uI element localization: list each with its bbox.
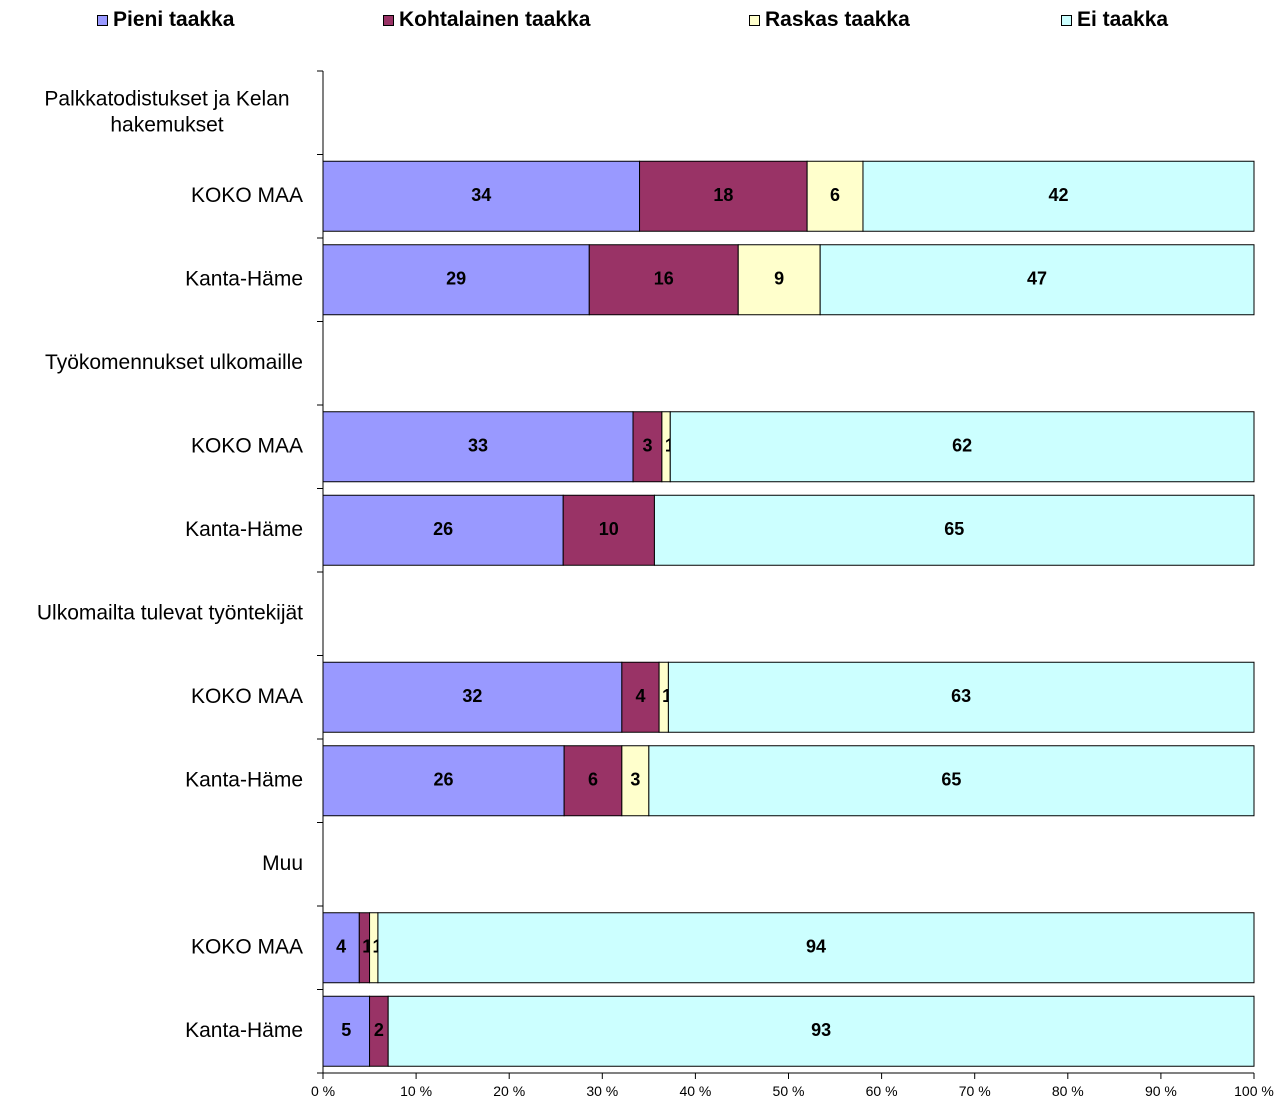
data-label: 29 (446, 269, 466, 289)
x-tick-label: 20 % (493, 1083, 525, 1099)
x-tick-label: 50 % (773, 1083, 805, 1099)
data-label: 4 (635, 686, 645, 706)
legend-item-pieni: Pieni taakka (97, 8, 234, 32)
data-label: 32 (462, 686, 482, 706)
bar-segment (862, 160, 1255, 232)
category-label: Kanta-Häme (185, 1019, 303, 1042)
data-label: 62 (952, 436, 972, 456)
bar-segment (322, 494, 564, 566)
category-label: KOKO MAA (191, 685, 303, 708)
legend-label-raskas: Raskas taakka (765, 8, 910, 31)
x-tick-label: 90 % (1145, 1083, 1177, 1099)
legend-item-raskas: Raskas taakka (749, 8, 910, 32)
data-label: 26 (433, 519, 453, 539)
bar-segment (322, 661, 623, 733)
data-label: 16 (654, 269, 674, 289)
data-label: 34 (471, 185, 491, 205)
x-tick-label: 60 % (866, 1083, 898, 1099)
bar-segment (563, 745, 623, 817)
category-label: KOKO MAA (191, 935, 303, 958)
x-tick-label: 100 % (1234, 1083, 1274, 1099)
legend-swatch-pieni (97, 14, 108, 26)
bar-segment (621, 745, 650, 817)
data-label: 4 (336, 937, 346, 957)
category-label: Työkomennukset ulkomaille (45, 351, 303, 374)
data-label: 3 (630, 770, 640, 790)
bar-segment (562, 494, 655, 566)
data-label: 10 (599, 519, 619, 539)
category-label: KOKO MAA (191, 434, 303, 457)
bar-segment (322, 160, 641, 232)
legend-swatch-ei (1061, 14, 1072, 26)
legend-swatch-kohtalainen (383, 14, 394, 26)
bar-segment (653, 494, 1255, 566)
data-label: 65 (941, 770, 961, 790)
bar-segment (669, 411, 1255, 483)
x-tick-label: 10 % (400, 1083, 432, 1099)
x-tick-label: 40 % (679, 1083, 711, 1099)
x-tick-label: 80 % (1052, 1083, 1084, 1099)
data-label: 65 (944, 519, 964, 539)
bar-segment (322, 244, 590, 316)
data-label: 94 (806, 937, 826, 957)
data-label: 42 (1048, 185, 1068, 205)
legend-item-ei: Ei taakka (1061, 8, 1168, 32)
legend-label-ei: Ei taakka (1077, 8, 1169, 31)
x-tick-label: 70 % (959, 1083, 991, 1099)
bar-segment (588, 244, 739, 316)
legend-item-kohtalainen: Kohtalainen taakka (383, 8, 590, 32)
data-label: 6 (830, 185, 840, 205)
bar-segment (639, 160, 808, 232)
bar-segment (632, 411, 663, 483)
category-label: Palkkatodistukset ja Kelan (44, 87, 289, 110)
bar-segment (322, 995, 371, 1067)
bar-segment (387, 995, 1255, 1067)
x-tick-label: 30 % (586, 1083, 618, 1099)
category-label: hakemukset (110, 113, 223, 136)
legend-swatch-raskas (749, 14, 760, 26)
data-label: 26 (434, 770, 454, 790)
legend-label-kohtalainen: Kohtalainen taakka (399, 8, 591, 31)
category-label: Muu (262, 852, 303, 875)
data-label: 1 (662, 686, 672, 706)
category-label: Kanta-Häme (185, 768, 303, 791)
bar-segment (377, 912, 1255, 984)
bar-segment (806, 160, 864, 232)
category-label: Ulkomailta tulevat työntekijät (37, 601, 303, 624)
data-label: 93 (811, 1020, 831, 1040)
data-label: 18 (713, 185, 733, 205)
data-label: 6 (588, 770, 598, 790)
data-label: 3 (642, 436, 652, 456)
data-label: 47 (1027, 269, 1047, 289)
bar-segment (819, 244, 1255, 316)
bar-segment (667, 661, 1255, 733)
data-label: 63 (951, 686, 971, 706)
bar-segment (737, 244, 821, 316)
category-label: Kanta-Häme (185, 518, 303, 541)
category-label: KOKO MAA (191, 184, 303, 207)
data-label: 33 (468, 436, 488, 456)
legend: Pieni taakka Kohtalainen taakka Raskas t… (0, 8, 1280, 38)
data-label: 2 (374, 1020, 384, 1040)
legend-label-pieni: Pieni taakka (113, 8, 235, 31)
bar-segment (648, 745, 1255, 817)
data-label: 9 (774, 269, 784, 289)
data-label: 1 (362, 937, 372, 957)
x-tick-label: 0 % (311, 1083, 335, 1099)
bar-segment (322, 411, 634, 483)
category-label: Kanta-Häme (185, 267, 303, 290)
data-label: 5 (341, 1020, 351, 1040)
